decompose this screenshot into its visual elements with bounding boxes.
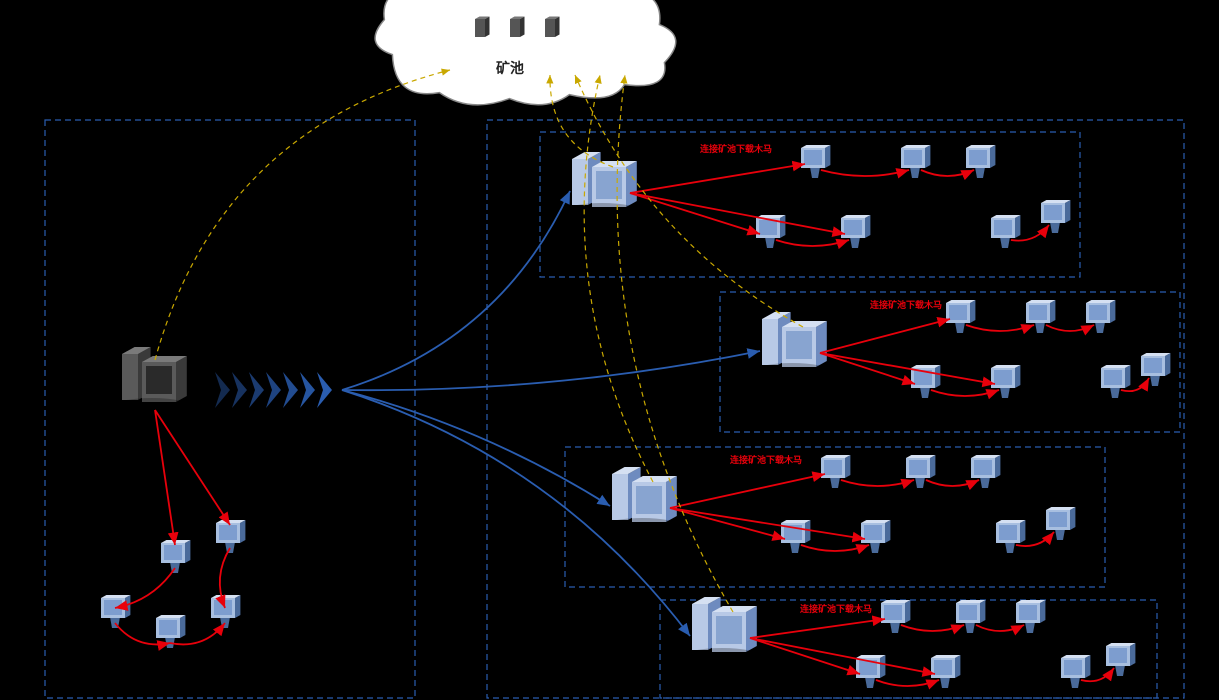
- victim-group-label-0: 连接矿池下载木马: [700, 143, 772, 154]
- victim-monitor-3-6: [1102, 643, 1138, 683]
- victim-monitor-1-2: [1082, 300, 1118, 340]
- cloud-mining-pool: 矿池: [375, 0, 676, 105]
- victim-group-label-3: 连接矿池下载木马: [800, 603, 872, 614]
- attacker-monitor-0: [157, 540, 193, 580]
- victim-monitor-0-6: [1037, 200, 1073, 240]
- attacker-monitor-3: [152, 615, 188, 655]
- attacker-monitor-4: [207, 595, 243, 635]
- victim-monitor-3-1: [952, 600, 988, 640]
- victim-server-2: [604, 467, 680, 534]
- victim-monitor-2-5: [992, 520, 1028, 560]
- victim-monitor-1-4: [987, 365, 1023, 405]
- cloud-label: 矿池: [496, 60, 524, 76]
- victim-server-3: [684, 597, 760, 664]
- diagram-canvas: 矿池连接矿池下载木马连接矿池下载木马连接矿池下载木马连接矿池下载木马: [0, 0, 1219, 700]
- victim-monitor-0-1: [897, 145, 933, 185]
- victim-monitor-3-4: [927, 655, 963, 695]
- victim-monitor-0-2: [962, 145, 998, 185]
- victim-monitor-0-3: [752, 215, 788, 255]
- flow-chevrons: [215, 372, 332, 408]
- victim-server-1: [754, 312, 830, 379]
- victim-monitor-3-2: [1012, 600, 1048, 640]
- victim-monitor-1-5: [1097, 365, 1133, 405]
- victim-group-label-2: 连接矿池下载木马: [730, 454, 802, 465]
- attacker-server: [114, 347, 190, 414]
- victim-monitor-3-5: [1057, 655, 1093, 695]
- victim-monitor-2-4: [857, 520, 893, 560]
- victim-monitor-2-2: [967, 455, 1003, 495]
- victim-monitor-2-1: [902, 455, 938, 495]
- victim-monitor-1-1: [1022, 300, 1058, 340]
- victim-monitor-0-4: [837, 215, 873, 255]
- victim-group-label-1: 连接矿池下载木马: [870, 299, 942, 310]
- attacker-monitor-2: [97, 595, 133, 635]
- victim-monitor-0-5: [987, 215, 1023, 255]
- victim-monitor-2-6: [1042, 507, 1078, 547]
- attacker-monitor-1: [212, 520, 248, 560]
